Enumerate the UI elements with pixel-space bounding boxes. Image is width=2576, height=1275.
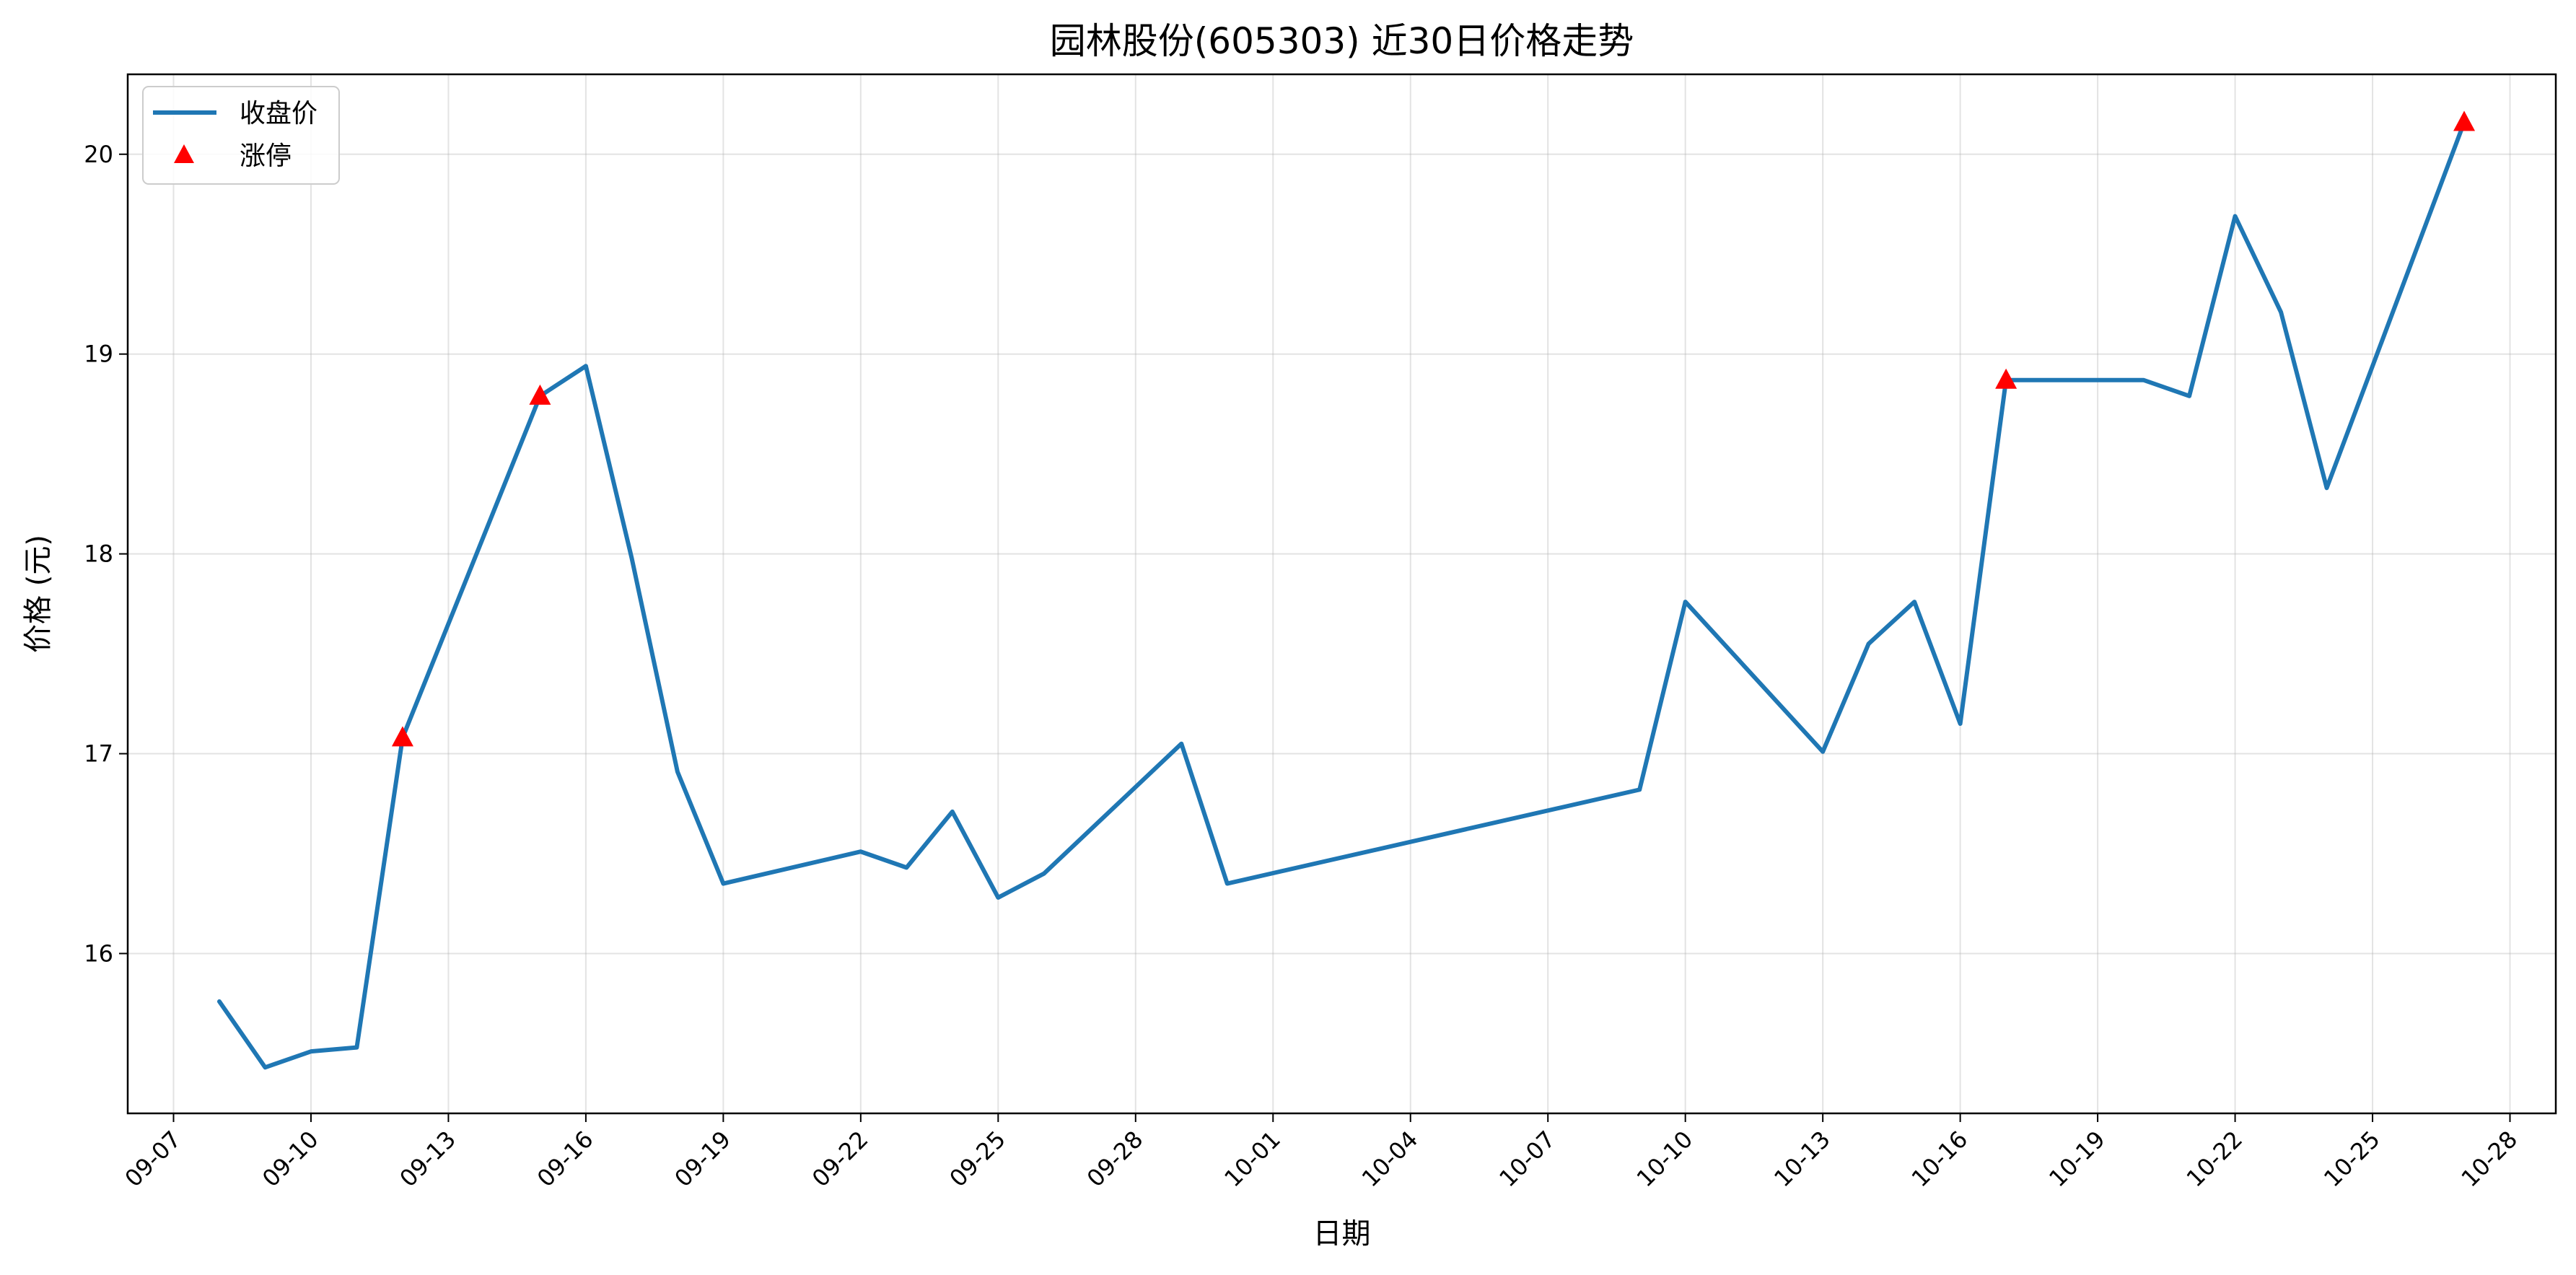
y-axis: 16 17 18 19 20: [84, 141, 128, 967]
y-tick-label: 20: [84, 141, 113, 168]
limit-up-marker: [391, 726, 413, 747]
y-tick-label: 17: [84, 740, 113, 768]
chart-title: 园林股份(605303) 近30日价格走势: [1050, 20, 1634, 62]
legend-label-close: 收盘价: [240, 99, 317, 128]
close-price-line: [216, 120, 2467, 1070]
limit-up-marker: [1995, 368, 2018, 389]
plot-area: [216, 110, 2476, 1070]
y-tick-label: 18: [84, 540, 113, 568]
y-axis-title: 价格 (元): [22, 535, 55, 653]
limit-up-marker: [2453, 110, 2476, 131]
legend-label-limit-up: 涨停: [240, 141, 292, 171]
y-tick-label: 19: [84, 341, 113, 368]
y-tick-label: 16: [84, 939, 113, 967]
grid-lines: [128, 74, 2556, 1113]
limit-up-marker: [529, 384, 551, 405]
legend-triangle-swatch: [174, 144, 194, 163]
legend: 收盘价 涨停: [142, 86, 340, 185]
x-axis-title: 日期: [1313, 1217, 1371, 1250]
plot-frame: [126, 73, 2557, 1115]
